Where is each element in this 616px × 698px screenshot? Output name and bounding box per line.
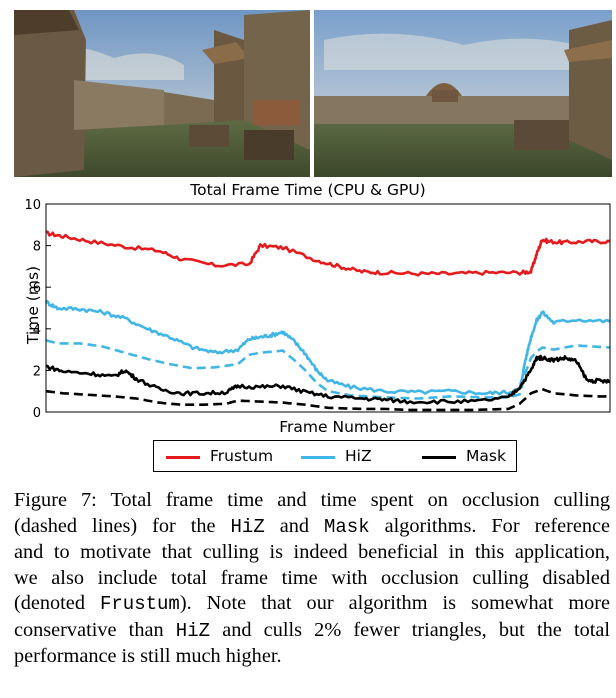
plot-frame xyxy=(45,203,611,413)
caption-line: and to motivate that culling is indeed b… xyxy=(14,540,610,566)
series-line-hiz-culling xyxy=(45,338,611,400)
frame-time-chart: Time (ms) 0 2 4 6 8 10 Frame Number xyxy=(24,198,611,436)
y-tick-label: 4 xyxy=(33,323,41,338)
caption-line: Figure 7: Total frame time and time spen… xyxy=(14,488,610,514)
legend-swatch-mask xyxy=(422,456,456,459)
caption-text: and xyxy=(264,514,324,537)
scene-screenshot-left xyxy=(14,10,310,177)
y-tick-label: 0 xyxy=(33,406,41,421)
y-ticks: 0 2 4 6 8 10 xyxy=(24,198,51,421)
y-tick-label: 2 xyxy=(33,364,41,379)
legend-label-hiz: HiZ xyxy=(345,447,372,465)
caption-code: HiZ xyxy=(230,515,265,538)
caption-text: and to motivate that culling is indeed b… xyxy=(14,541,610,563)
figure-caption: Figure 7: Total frame time and time spen… xyxy=(14,488,610,670)
legend-swatch-frustum xyxy=(166,456,200,459)
series-line-mask xyxy=(45,354,611,405)
x-axis-label: Frame Number xyxy=(279,418,395,436)
caption-code: Frustum xyxy=(99,593,180,615)
y-tick-label: 10 xyxy=(24,198,41,213)
series-line-mask-culling xyxy=(45,387,611,412)
caption-text: conservative than xyxy=(14,618,176,641)
caption-text: Figure 7: Total frame time and time spen… xyxy=(14,489,610,511)
y-axis-label: Time (ms) xyxy=(24,266,42,345)
series-line-hiz xyxy=(44,299,611,396)
caption-text: performance is still much higher. xyxy=(14,645,282,667)
caption-line: (dashed lines) for the HiZ and Mask algo… xyxy=(14,514,610,541)
legend-swatch-hiz xyxy=(301,456,335,459)
caption-line: conservative than HiZ and culls 2% fewer… xyxy=(14,618,610,645)
caption-text: we also include total frame time with oc… xyxy=(14,566,610,589)
caption-text: (dashed lines) for the xyxy=(14,514,231,537)
caption-code: Mask xyxy=(324,515,370,538)
caption-text: (denoted xyxy=(14,592,100,614)
caption-text: ). Note that our algorithm is somewhat m… xyxy=(179,592,610,614)
chart-title: Total Frame Time (CPU & GPU) xyxy=(190,181,426,199)
chart-legend: Frustum HiZ Mask xyxy=(153,440,517,472)
scene-screenshot-right xyxy=(314,10,612,177)
caption-line: performance is still much higher. xyxy=(14,644,610,670)
caption-text: algorithms. For reference xyxy=(369,514,610,537)
caption-code: HiZ xyxy=(175,619,211,642)
y-tick-label: 6 xyxy=(33,281,41,296)
caption-line: (denoted Frustum). Note that our algorit… xyxy=(14,591,610,618)
legend-label-frustum: Frustum xyxy=(210,447,274,465)
legend-label-mask: Mask xyxy=(466,447,506,465)
series-line-frustum xyxy=(45,230,611,277)
caption-text: and culls 2% fewer triangles, but the to… xyxy=(210,618,610,641)
series-layer xyxy=(44,230,611,412)
caption-line: we also include total frame time with oc… xyxy=(14,566,610,592)
y-tick-label: 8 xyxy=(33,240,41,255)
